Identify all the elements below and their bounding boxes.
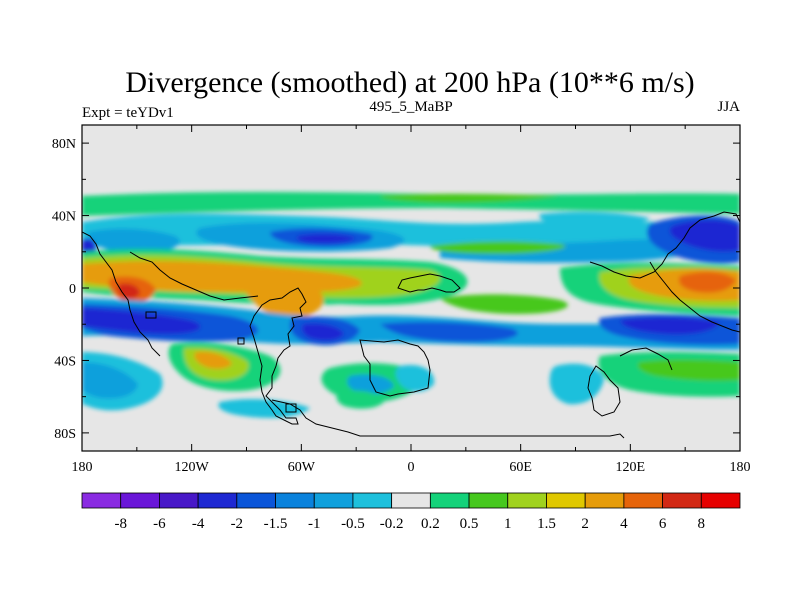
divergence-field	[82, 192, 740, 418]
colorbar-label: 8	[698, 516, 706, 532]
field-patch	[82, 362, 138, 399]
colorbar-box	[468, 492, 509, 509]
field-patch	[246, 284, 324, 319]
colorbar-label: 1	[504, 516, 512, 532]
colorbar-label: 6	[659, 516, 667, 532]
colorbar-box	[700, 492, 741, 509]
colorbar-box	[391, 492, 431, 509]
x-tick-label: 180	[730, 460, 751, 475]
field-patch	[88, 228, 180, 254]
colorbar-box	[584, 492, 625, 509]
coastline-antarctica	[271, 399, 625, 439]
colorbar-label: -4	[192, 516, 205, 532]
colorbar-box	[236, 492, 276, 509]
colorbar-label: 2	[581, 516, 589, 532]
x-tick-label: 0	[408, 460, 415, 475]
field-patch	[194, 351, 232, 369]
field-patch	[302, 323, 344, 341]
field-patch	[395, 364, 435, 392]
y-axis: 80N 40N 0 40S 80S	[52, 137, 740, 442]
x-tick-label: 60E	[509, 460, 532, 475]
colorbar-label: -1.5	[264, 516, 288, 532]
coastlines	[82, 211, 740, 439]
left-string: Expt = teYDv1	[82, 105, 174, 121]
colorbar-box	[546, 492, 586, 509]
x-axis: 180 120W 60W 0 60E 120E 180	[72, 125, 751, 475]
colorbar: -8 -6 -4 -2 -1.5 -1 -0.5 -0.2 0.2 0.5 1 1.5 2 4 6 8	[81, 492, 741, 532]
field-patch	[430, 241, 566, 254]
field-patch	[440, 294, 568, 314]
colorbar-box	[313, 492, 354, 509]
colorbar-label: -0.2	[380, 516, 404, 532]
coastline-south-america	[249, 287, 307, 425]
colorbar-box	[275, 492, 315, 509]
colorbar-box	[662, 492, 702, 509]
colorbar-box	[352, 492, 393, 509]
center-string: 495_5_MaBP	[369, 99, 452, 115]
field-patch	[380, 193, 560, 203]
colorbar-label: -2	[231, 516, 244, 532]
y-tick-label: 40N	[52, 210, 76, 225]
colorbar-label: 1.5	[537, 516, 556, 532]
field-patch	[347, 374, 394, 394]
colorbar-box	[159, 492, 199, 509]
colorbar-label: 4	[620, 516, 628, 532]
coastline-africa	[359, 273, 461, 397]
field-patch	[620, 317, 720, 335]
field-patch	[637, 359, 740, 381]
coastline-misc	[82, 231, 161, 357]
colorbar-box	[120, 492, 160, 509]
colorbar-box	[81, 492, 122, 509]
field-patch	[440, 239, 710, 263]
y-tick-label: 80S	[54, 427, 76, 442]
field-patch	[82, 192, 740, 216]
colorbar-label: -1	[308, 516, 321, 532]
x-tick-label: 60W	[288, 460, 316, 475]
field-patch	[669, 220, 740, 252]
field-patch	[82, 308, 201, 334]
colorbar-box	[623, 492, 663, 509]
colorbar-label: -0.5	[341, 516, 365, 532]
x-tick-label: 120E	[616, 460, 646, 475]
field-patch	[539, 211, 650, 227]
coastline-australia	[587, 347, 673, 417]
field-patch	[336, 390, 384, 409]
colorbar-label: -8	[114, 516, 127, 532]
coastline-asia	[589, 211, 740, 279]
field-patch	[117, 283, 140, 299]
y-tick-label: 0	[69, 282, 76, 297]
field-patch	[678, 271, 736, 293]
x-tick-label: 120W	[175, 460, 210, 475]
chart-title: Divergence (smoothed) at 200 hPa (10**6 …	[125, 66, 694, 99]
y-tick-label: 80N	[52, 137, 76, 152]
y-tick-label: 40S	[54, 354, 76, 369]
field-patch	[296, 233, 356, 244]
field-patch	[380, 321, 518, 342]
coastline-misc-2	[145, 311, 297, 413]
colorbar-box	[507, 492, 547, 509]
x-tick-label: 180	[72, 460, 93, 475]
colorbar-box	[197, 492, 238, 509]
coastline-maritime	[649, 261, 740, 333]
field-patch	[82, 261, 362, 293]
colorbar-label: 0.2	[421, 516, 440, 532]
colorbar-label: -6	[153, 516, 166, 532]
right-string: JJA	[717, 99, 740, 115]
colorbar-label: 0.5	[460, 516, 479, 532]
colorbar-box	[429, 492, 470, 509]
coastline-north-america	[129, 251, 259, 301]
